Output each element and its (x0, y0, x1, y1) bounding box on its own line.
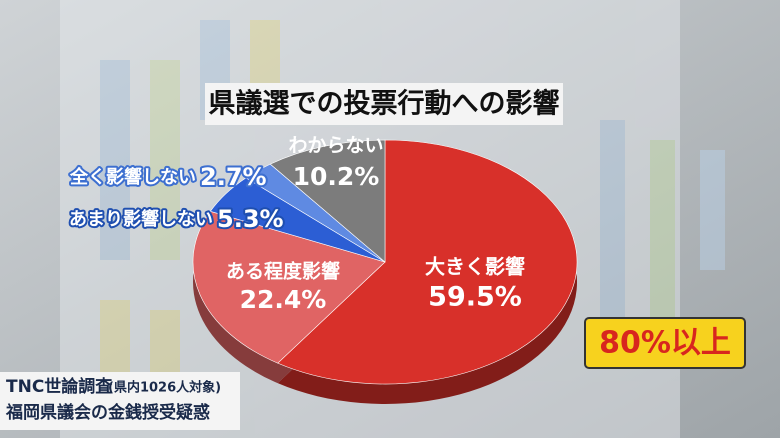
title-box (205, 83, 563, 125)
pie (192, 139, 578, 404)
value-label: 5.3% (217, 205, 284, 233)
slice (269, 139, 386, 263)
slice-label: 全く影響しない (69, 166, 196, 188)
value-label: 10.2% (293, 162, 380, 191)
caption-survey: TNC世論調査 (6, 376, 113, 397)
value-label: 2.7% (200, 163, 267, 191)
caption-box (0, 372, 240, 430)
caption-sample: (県内1026人対象) (108, 380, 221, 396)
annotation: 80%以上 (599, 326, 731, 361)
slice (277, 139, 578, 385)
slice-label: 大きく影響 (425, 255, 525, 279)
value-label: 59.5% (428, 282, 522, 313)
annotation-box (584, 317, 746, 369)
chart-title: 県議選での投票行動への影響 (209, 88, 560, 120)
slice-label: ある程度影響 (226, 260, 340, 283)
caption-topic: 福岡県議会の金銭授受疑惑 (5, 402, 210, 423)
slice-label: わからない (288, 135, 383, 157)
slice-label: あまり影響しない (69, 208, 213, 230)
slice (192, 210, 386, 364)
value-label: 22.4% (240, 285, 327, 314)
